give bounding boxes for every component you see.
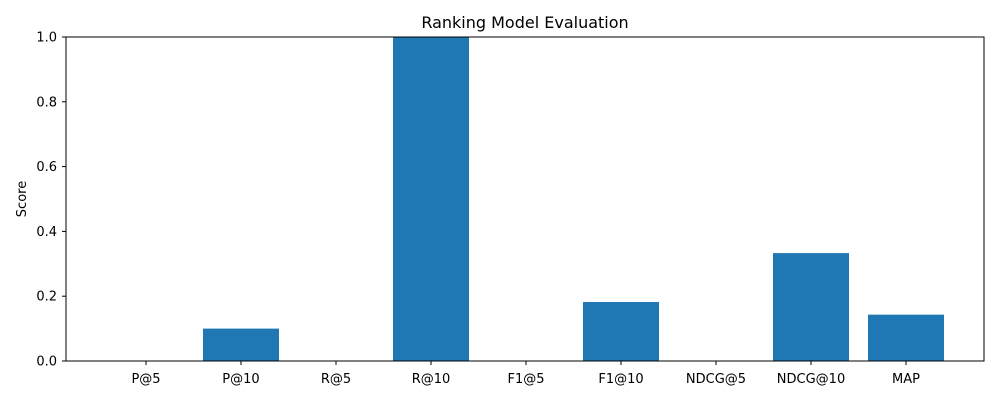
bar-f1-10 (583, 302, 659, 361)
y-tick-label: 0.4 (36, 225, 57, 240)
y-axis-label: Score (15, 181, 30, 217)
bar-map (868, 314, 944, 361)
x-tick-label: MAP (892, 372, 920, 387)
x-tick-label: NDCG@5 (686, 372, 746, 387)
x-tick-label: P@10 (222, 372, 259, 387)
bar-ndcg-10 (773, 253, 849, 361)
x-tick-label: F1@10 (598, 372, 643, 387)
ticks-layer: P@5 P@10 R@5 R@10 F1@5 F1@10 NDCG@5 NDCG@10 MAP 0… (36, 31, 920, 388)
x-tick-label: R@5 (321, 372, 351, 387)
y-tick-label: 0.0 (36, 355, 57, 370)
x-tick-label: F1@5 (507, 372, 544, 387)
y-tick-label: 1.0 (36, 31, 57, 46)
bar-r-10 (393, 37, 469, 361)
plot-area-frame (65, 36, 985, 362)
bars-layer (203, 37, 944, 361)
x-tick-label: P@5 (131, 372, 160, 387)
x-tick-label: R@10 (412, 372, 451, 387)
chart-title: Ranking Model Evaluation (421, 13, 628, 32)
y-tick-label: 0.8 (36, 95, 57, 110)
bar-p-10 (203, 328, 279, 361)
y-tick-label: 0.6 (36, 160, 57, 175)
y-tick-label: 0.2 (36, 290, 57, 305)
x-tick-label: NDCG@10 (777, 372, 845, 387)
